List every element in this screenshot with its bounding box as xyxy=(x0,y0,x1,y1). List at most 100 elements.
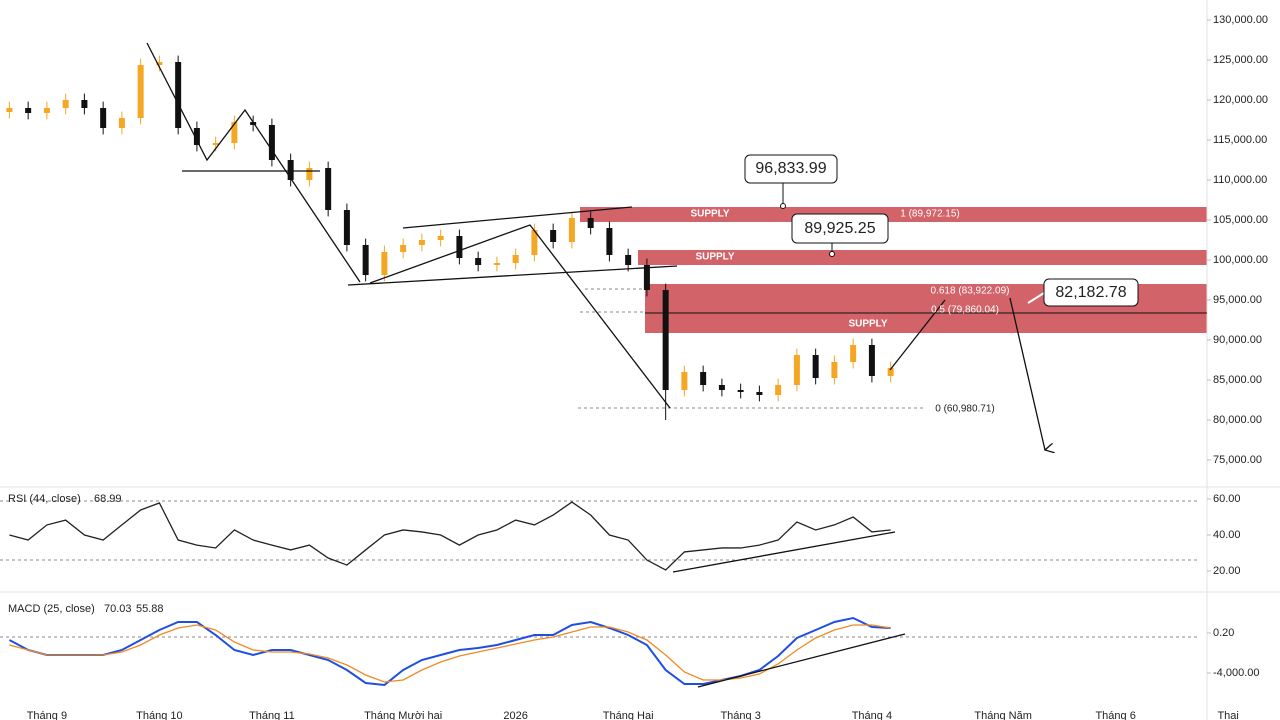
candle-body xyxy=(793,355,800,385)
candle-body xyxy=(737,390,744,392)
candle-body xyxy=(156,62,163,65)
callout-dot xyxy=(780,203,786,209)
candle-body xyxy=(306,168,313,180)
rsi-title: RSI (44, close) xyxy=(8,493,81,505)
y-tick-label: 90,000.00 xyxy=(1213,334,1262,346)
fib-lines xyxy=(0,288,1200,638)
candle-body xyxy=(362,245,369,275)
candle-body xyxy=(606,228,613,255)
x-tick-label: Tháng Hai xyxy=(603,710,654,720)
candle-body xyxy=(456,236,463,258)
y-tick-label: 0.20 xyxy=(1213,627,1234,639)
fib-label: 0.5 (79,860.04) xyxy=(931,305,999,316)
y-tick-label: 20.00 xyxy=(1213,565,1241,577)
supply-zone xyxy=(638,250,1207,265)
x-tick-label: Tháng Mười hai xyxy=(364,710,442,720)
candle-body xyxy=(250,122,257,125)
y-tick-label: 75,000.00 xyxy=(1213,454,1262,466)
candle-body xyxy=(325,168,332,210)
x-tick-label: Thai xyxy=(1217,710,1238,720)
x-tick-label: Tháng 3 xyxy=(720,710,760,720)
macd-value: 70.03 xyxy=(104,603,132,615)
callout-dot xyxy=(829,251,835,257)
x-tick-label: Tháng 10 xyxy=(136,710,182,720)
trend-line xyxy=(347,265,678,286)
macd-trend xyxy=(697,633,906,688)
candle-body xyxy=(550,230,557,242)
callout-pointer xyxy=(1027,292,1045,304)
y-tick-label: 105,000.00 xyxy=(1213,214,1268,226)
marks xyxy=(6,55,894,687)
candle-body xyxy=(268,125,275,160)
candle-body xyxy=(381,252,388,275)
candle-body xyxy=(493,263,500,265)
candle-body xyxy=(475,258,482,265)
candle-body xyxy=(587,218,594,228)
candle-body xyxy=(568,218,575,242)
candle-body xyxy=(193,128,200,145)
candle-body xyxy=(81,100,88,108)
fib-label: 0.618 (83,922.09) xyxy=(931,286,1010,297)
candle-body xyxy=(643,265,650,290)
candle-body xyxy=(62,100,69,108)
candle-body xyxy=(812,355,819,378)
trend-line xyxy=(146,42,361,283)
y-tick-label: 125,000.00 xyxy=(1213,54,1268,66)
y-tick-label: 60.00 xyxy=(1213,493,1241,505)
y-tick-label: 115,000.00 xyxy=(1213,134,1267,146)
candle-body xyxy=(137,65,144,118)
candle-body xyxy=(850,345,857,362)
y-tick-label: 85,000.00 xyxy=(1213,374,1262,386)
candle-body xyxy=(175,62,182,128)
y-tick-label: 100,000.00 xyxy=(1213,254,1268,266)
signal-value: 55.88 xyxy=(136,603,164,615)
trend-line xyxy=(369,224,671,409)
candle-body xyxy=(756,392,763,395)
candle-body xyxy=(212,143,219,145)
callouts: 96,833.99 89,925.25 82,182.78 xyxy=(744,154,1139,307)
zone-label: SUPPLY xyxy=(690,209,729,220)
zones xyxy=(580,207,1207,333)
callout: 89,925.25 xyxy=(804,220,875,237)
candle-body xyxy=(118,118,125,128)
x-tick-label: Tháng 6 xyxy=(1095,710,1135,720)
candle-body xyxy=(718,385,725,390)
series-line xyxy=(8,616,891,687)
x-tick-label: Tháng 9 xyxy=(27,710,67,720)
series-line xyxy=(9,624,891,683)
y-tick-label: 110,000.00 xyxy=(1213,174,1267,186)
candle-body xyxy=(400,245,407,252)
candle-body xyxy=(343,210,350,245)
candle-body xyxy=(287,160,294,180)
x-tick-label: Tháng 4 xyxy=(852,710,892,720)
candle-body xyxy=(6,108,13,112)
supply-zone xyxy=(580,207,1207,222)
candle-body xyxy=(25,108,32,113)
trend-lines xyxy=(146,42,1045,688)
candle-body xyxy=(418,240,425,245)
trend-line xyxy=(402,206,633,229)
y-tick-label: 130,000.00 xyxy=(1213,14,1268,26)
callout: 96,833.99 xyxy=(755,160,826,177)
candle-body xyxy=(700,372,707,385)
y-tick-label: -4,000.00 xyxy=(1213,667,1259,679)
candle-body xyxy=(531,230,538,255)
macd-title: MACD (25, close) xyxy=(8,603,95,615)
rsi-value: 68.99 xyxy=(94,493,122,505)
candle-body xyxy=(100,108,107,128)
callout-box xyxy=(744,154,838,184)
y-tick-label: 120,000.00 xyxy=(1213,94,1268,106)
candle-body xyxy=(662,290,669,390)
candle-body xyxy=(681,372,688,390)
zone-label: SUPPLY xyxy=(848,319,887,330)
candle-body xyxy=(868,345,875,376)
y-tick-label: 95,000.00 xyxy=(1213,294,1262,306)
x-tick-label: 2026 xyxy=(503,710,527,720)
candle-body xyxy=(43,108,50,113)
candle-body xyxy=(437,236,444,240)
series-line xyxy=(9,501,891,571)
candle-body xyxy=(512,255,519,263)
fib-label: 1 (89,972.15) xyxy=(900,209,960,220)
candle-body xyxy=(831,362,838,378)
